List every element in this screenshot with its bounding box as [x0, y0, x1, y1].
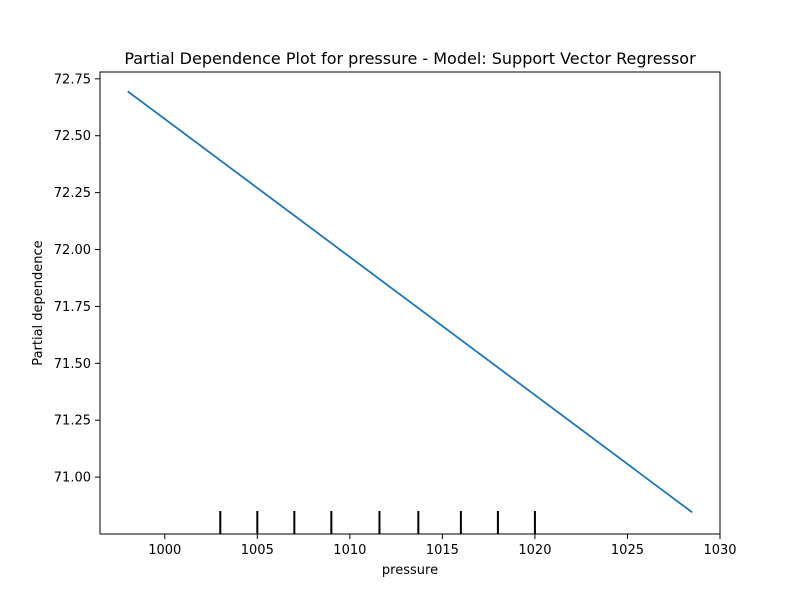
decile-rug: [219, 511, 536, 534]
y-axis: 71.00 71.25 71.50 71.75 72.00 72.25 72.50 72.75: [54, 72, 100, 486]
x-tick-label: 1005: [241, 543, 274, 558]
x-tick-label: 1010: [333, 543, 366, 558]
y-tick-label: 71.50: [54, 357, 91, 372]
x-tick-label: 1015: [426, 543, 459, 558]
y-tick-label: 71.00: [54, 471, 91, 486]
y-tick-label: 71.75: [54, 300, 91, 315]
y-tick-label: 72.50: [54, 129, 91, 144]
chart-title: Partial Dependence Plot for pressure - M…: [124, 49, 696, 68]
x-axis-label: pressure: [382, 563, 438, 578]
y-tick-label: 72.00: [54, 243, 91, 258]
x-tick-label: 1025: [611, 543, 644, 558]
y-tick-label: 71.25: [54, 414, 91, 429]
y-tick-label: 72.25: [54, 186, 91, 201]
partial-dependence-line: [127, 90, 693, 514]
y-tick-label: 72.75: [54, 72, 91, 87]
x-axis: 1000 1005 1010 1015 1020 1025 1030: [148, 534, 737, 558]
plot-frame: [99, 71, 721, 535]
series-group: [127, 90, 693, 514]
y-axis-label: Partial dependence: [31, 240, 46, 365]
x-tick-label: 1020: [518, 543, 551, 558]
x-tick-label: 1030: [703, 543, 736, 558]
x-tick-label: 1000: [148, 543, 181, 558]
